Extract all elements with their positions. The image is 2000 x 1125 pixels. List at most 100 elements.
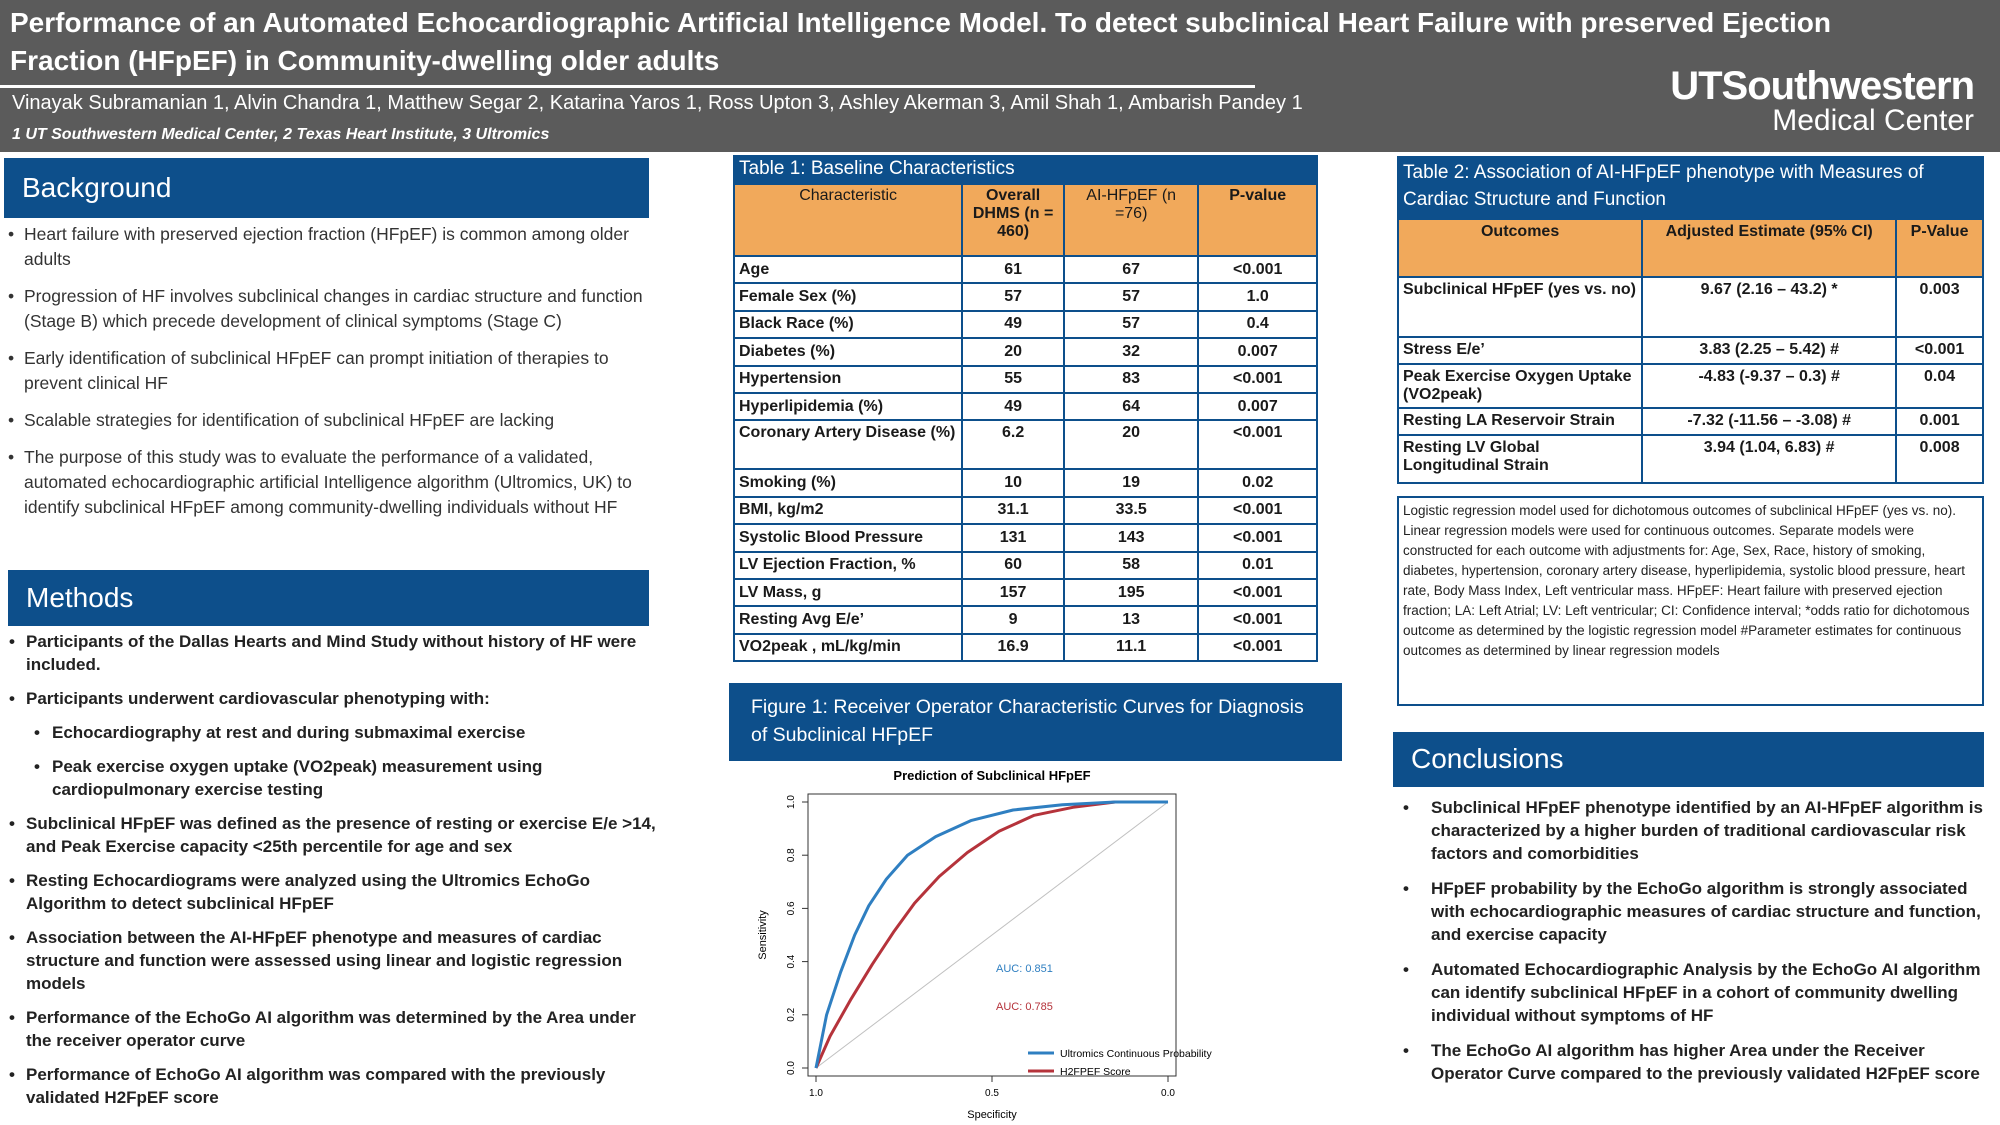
table-row: Resting Avg E/e’ 9 13 <0.001 [732, 605, 1318, 635]
background-header: Background [4, 158, 649, 218]
table-cell: 61 [961, 254, 1065, 285]
column-header: Outcomes [1396, 218, 1644, 278]
table-row: Subclinical HFpEF (yes vs. no) 9.67 (2.16… [1396, 276, 1984, 338]
row-label: Resting LA Reservoir Strain [1396, 407, 1644, 436]
column-header: P-value [1197, 183, 1318, 257]
table-row: Female Sex (%) 57 57 1.0 [732, 282, 1318, 312]
table-row: LV Mass, g 157 195 <0.001 [732, 577, 1318, 608]
table-row: Hypertension 55 83 <0.001 [732, 364, 1318, 394]
table-cell: 0.008 [1895, 434, 1984, 484]
row-label: LV Ejection Fraction, % [732, 550, 964, 580]
legend-label: Ultromics Continuous Probability [1060, 1048, 1212, 1060]
table-cell: 9 [961, 605, 1065, 635]
y-tick-label: 0.0 [786, 1061, 797, 1075]
table-cell: <0.001 [1197, 632, 1318, 663]
table-cell: 16.9 [961, 632, 1065, 663]
conclusions-heading: Conclusions [1411, 743, 1564, 774]
table-cell: 49 [961, 309, 1065, 340]
table-cell: 20 [961, 337, 1065, 367]
table-cell: 3.83 (2.25 – 5.42) # [1641, 336, 1898, 365]
table-cell: <0.001 [1197, 419, 1318, 471]
methods-list: Participants of the Dallas Hearts and Mi… [6, 630, 656, 1120]
table-cell: <0.001 [1197, 523, 1318, 553]
table-row: Diabetes (%) 20 32 0.007 [732, 337, 1318, 367]
row-label: VO2peak , mL/kg/min [732, 632, 964, 663]
table-cell: <0.001 [1197, 495, 1318, 526]
table-cell: 0.007 [1197, 337, 1318, 367]
table-cell: 0.04 [1895, 363, 1984, 409]
association-table: Outcomes Adjusted Estimate (95% CI) P-Va… [1396, 218, 1984, 484]
table-row: Black Race (%) 49 57 0.4 [732, 309, 1318, 340]
table-cell: 1.0 [1197, 282, 1318, 312]
y-axis-label: Sensitivity [757, 910, 769, 960]
table-row: Peak Exercise Oxygen Uptake (VO2peak) -4.… [1396, 363, 1984, 409]
table-cell: 13 [1062, 605, 1200, 635]
table-row: Resting LV Global Longitudinal Strain 3.9… [1396, 434, 1984, 484]
table-cell: 0.01 [1197, 550, 1318, 580]
row-label: Black Race (%) [732, 309, 964, 340]
table-body: Subclinical HFpEF (yes vs. no) 9.67 (2.16… [1396, 276, 1984, 484]
table-cell: 19 [1062, 468, 1200, 498]
y-tick-label: 0.6 [786, 901, 797, 915]
row-label: Diabetes (%) [732, 337, 964, 367]
poster-title: Performance of an Automated Echocardiogr… [10, 7, 1831, 76]
institution-logo: UTSouthwestern [1670, 64, 1975, 108]
conclusions-header: Conclusions [1393, 732, 1984, 787]
table-cell: 157 [961, 577, 1065, 608]
y-tick-label: 1.0 [786, 795, 797, 809]
table-header-row: Characteristic Overall DHMS (n = 460) AI… [732, 183, 1318, 257]
sub-list-item: Peak exercise oxygen uptake (VO2peak) me… [6, 755, 656, 801]
table-cell: 0.003 [1895, 276, 1984, 338]
table-row: Stress E/e’ 3.83 (2.25 – 5.42) # <0.001 [1396, 336, 1984, 365]
list-item: Subclinical HFpEF phenotype identified b… [1395, 796, 1990, 865]
table-cell: <0.001 [1197, 577, 1318, 608]
author-list: Vinayak Subramanian 1, Alvin Chandra 1, … [12, 92, 1303, 114]
list-item: Performance of the EchoGo AI algorithm w… [6, 1006, 656, 1052]
table-cell: 0.001 [1895, 407, 1984, 436]
row-label: Female Sex (%) [732, 282, 964, 312]
table-row: VO2peak , mL/kg/min 16.9 11.1 <0.001 [732, 632, 1318, 663]
row-label: Hypertension [732, 364, 964, 394]
row-label: Smoking (%) [732, 468, 964, 498]
table-cell: 31.1 [961, 495, 1065, 526]
table-row: Resting LA Reservoir Strain -7.32 (-11.56… [1396, 407, 1984, 436]
list-item: Performance of EchoGo AI algorithm was c… [6, 1063, 656, 1109]
table1-caption: Table 1: Baseline Characteristics [733, 155, 1318, 183]
table-cell: 67 [1062, 254, 1200, 285]
table-cell: 0.007 [1197, 391, 1318, 422]
table-cell: 6.2 [961, 419, 1065, 471]
methods-header: Methods [8, 570, 649, 626]
table2-caption: Table 2: Association of AI-HFpEF phenoty… [1397, 156, 1984, 218]
list-item: HFpEF probability by the EchoGo algorith… [1395, 877, 1990, 946]
table-cell: 55 [961, 364, 1065, 394]
list-item: Association between the AI-HFpEF phenoty… [6, 926, 656, 995]
list-item: Scalable strategies for identification o… [6, 408, 656, 433]
x-tick-label: 0.0 [1161, 1088, 1175, 1099]
auc-annotation: AUC: 0.785 [996, 1001, 1053, 1013]
row-label: Age [732, 254, 964, 285]
legend-label: H2FPEF Score [1060, 1066, 1131, 1078]
conclusions-list: Subclinical HFpEF phenotype identified b… [1395, 796, 1990, 1097]
table-row: LV Ejection Fraction, % 60 58 0.01 [732, 550, 1318, 580]
table-cell: 33.5 [1062, 495, 1200, 526]
column-header: Overall DHMS (n = 460) [961, 183, 1065, 257]
list-item: Automated Echocardiographic Analysis by … [1395, 958, 1990, 1027]
row-label: Resting LV Global Longitudinal Strain [1396, 434, 1644, 484]
poster-header: Performance of an Automated Echocardiogr… [0, 0, 2000, 152]
x-tick-label: 1.0 [809, 1088, 823, 1099]
table-row: Coronary Artery Disease (%) 6.2 20 <0.001 [732, 419, 1318, 471]
table-cell: 57 [1062, 282, 1200, 312]
chart-title: Prediction of Subclinical HFpEF [893, 768, 1090, 783]
x-tick-label: 0.5 [985, 1088, 999, 1099]
table-cell: 20 [1062, 419, 1200, 471]
column-header: P-Value [1895, 218, 1984, 278]
table-cell: 143 [1062, 523, 1200, 553]
table-header-row: Outcomes Adjusted Estimate (95% CI) P-Va… [1396, 218, 1984, 278]
baseline-characteristics-table: Characteristic Overall DHMS (n = 460) AI… [732, 183, 1318, 663]
list-item: Heart failure with preserved ejection fr… [6, 222, 656, 272]
row-label: Coronary Artery Disease (%) [732, 419, 964, 471]
table-cell: 83 [1062, 364, 1200, 394]
affiliation-list: 1 UT Southwestern Medical Center, 2 Texa… [12, 126, 550, 143]
roc-series-line [814, 800, 1168, 1069]
y-tick-label: 0.8 [786, 848, 797, 862]
